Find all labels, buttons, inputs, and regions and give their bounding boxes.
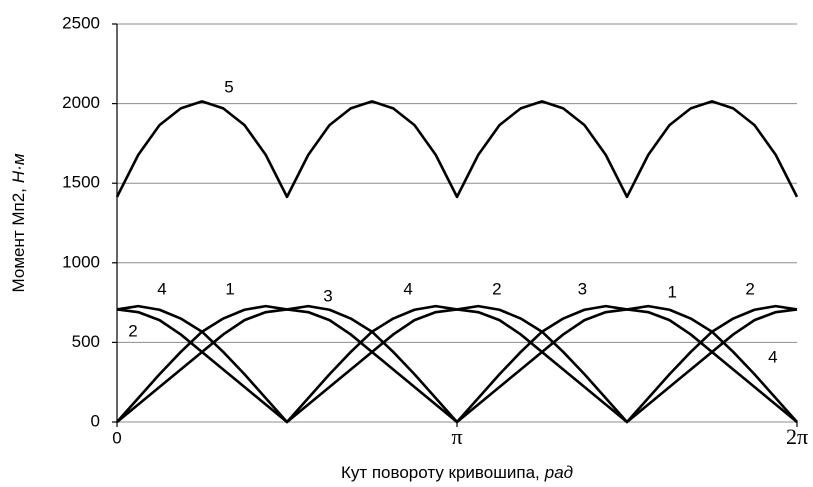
- y-tick-label: 2500: [62, 13, 100, 32]
- curve-label: 5: [224, 77, 233, 96]
- x-axis-label: Кут повороту кривошипа, рад: [341, 463, 573, 482]
- series-line: [115, 100, 799, 199]
- series-line: [116, 304, 798, 424]
- series-line: [116, 304, 798, 424]
- x-tick-label: π: [451, 424, 462, 449]
- series-line: [116, 304, 798, 424]
- x-label-unit: рад: [544, 463, 573, 482]
- y-tick-label: 2000: [62, 93, 100, 112]
- y-label-unit: Н·м: [9, 153, 28, 183]
- x-tick-label: 0: [112, 428, 121, 447]
- curve-label: 3: [323, 287, 332, 306]
- curve-label: 4: [768, 347, 777, 366]
- curve-label: 2: [745, 280, 754, 299]
- curve-label: 4: [157, 280, 166, 299]
- x-tick-label: 2π: [786, 424, 808, 449]
- y-tick-label: 0: [91, 411, 100, 430]
- y-axis-label: Момент Мп2, Н·м: [9, 153, 28, 292]
- series-line: [116, 304, 798, 424]
- curve-label: 2: [128, 322, 137, 341]
- curve-label: 3: [578, 280, 587, 299]
- curve-label: 1: [667, 283, 676, 302]
- curve-label: 4: [403, 280, 412, 299]
- y-label-text: Момент Мп2,: [9, 188, 28, 292]
- y-tick-label: 1500: [62, 173, 100, 192]
- y-tick-label: 1000: [62, 252, 100, 271]
- curve-label: 1: [225, 280, 234, 299]
- x-label-text: Кут повороту кривошипа,: [341, 463, 540, 482]
- y-tick-label: 500: [72, 332, 100, 351]
- curve-label: 2: [492, 280, 501, 299]
